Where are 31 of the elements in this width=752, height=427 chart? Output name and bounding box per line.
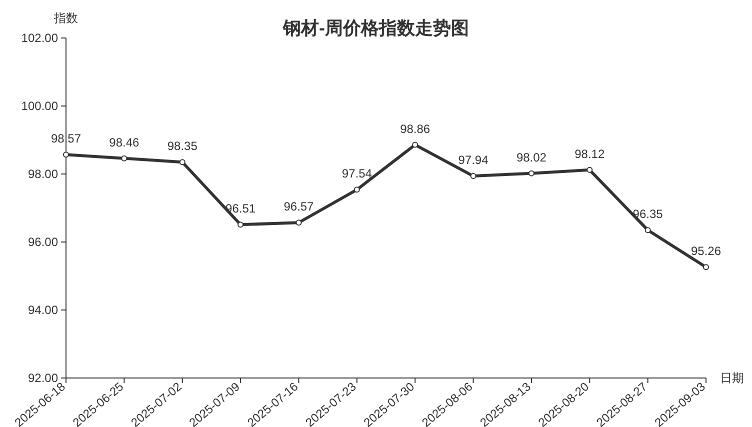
point	[528, 170, 534, 176]
x-axis-title: 日期	[720, 371, 744, 385]
data-label: 98.02	[516, 150, 547, 164]
data-label: 98.86	[400, 122, 430, 136]
data-label: 98.46	[109, 135, 140, 150]
data-label: 97.94	[458, 153, 489, 168]
point	[586, 166, 593, 173]
point	[412, 142, 418, 148]
point	[296, 220, 302, 226]
point	[63, 152, 69, 158]
data-label: 96.57	[284, 200, 314, 214]
data-label: 98.35	[167, 139, 198, 154]
data-label: 97.54	[342, 166, 372, 181]
y-tick-label: 94.00	[28, 303, 58, 317]
y-tick-label: 100.00	[21, 99, 58, 113]
point	[179, 159, 186, 166]
point	[644, 227, 651, 234]
point	[470, 173, 476, 180]
y-tick-label: 98.00	[28, 167, 58, 181]
y-tick-label: 102.00	[21, 31, 58, 45]
y-tick-label: 96.00	[28, 235, 58, 249]
y-tick-label: 92.00	[28, 371, 58, 385]
data-label: 98.12	[574, 146, 605, 161]
point	[121, 155, 128, 162]
chart-title: 钢材-周价格指数走势图	[282, 18, 469, 38]
y-axis-title: 指数	[53, 11, 78, 25]
point	[238, 222, 244, 228]
point	[354, 186, 360, 193]
data-label: 96.35	[632, 207, 664, 222]
point	[703, 264, 709, 270]
data-label: 95.26	[690, 244, 722, 258]
